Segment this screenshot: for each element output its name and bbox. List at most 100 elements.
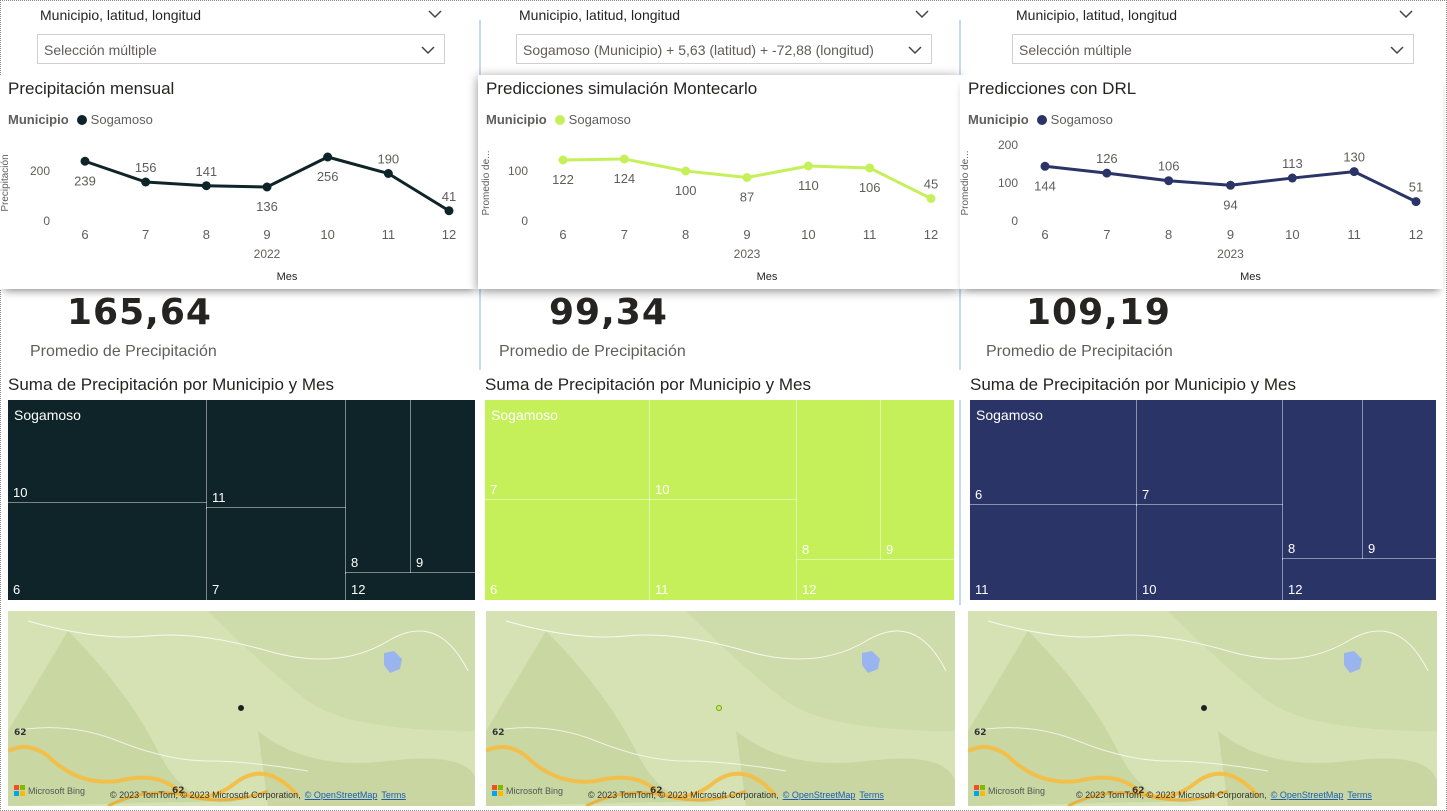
treemap-tile-label: 9 (886, 542, 894, 557)
treemap-group-label: Sogamoso (14, 407, 81, 423)
treemap-tile[interactable]: 6 (7, 502, 208, 601)
treemap-visual[interactable]: 10 6 11 7 8 9 12 Sogamoso (7, 399, 476, 601)
treemap-tile[interactable]: 11 (206, 399, 347, 509)
filter-collapse-button[interactable] (427, 6, 443, 22)
x-tick-label: 10 (320, 227, 334, 242)
x-tick-label: 9 (1227, 227, 1234, 242)
data-point[interactable] (1411, 197, 1421, 207)
data-point[interactable] (262, 182, 272, 192)
filter-field-label[interactable]: Municipio, latitud, longitud (40, 7, 202, 23)
data-point[interactable] (558, 155, 568, 165)
terms-link[interactable]: Terms (859, 790, 884, 800)
treemap-tile[interactable]: 8 (345, 399, 412, 574)
filter-collapse-button[interactable] (914, 6, 930, 22)
treemap-visual[interactable]: 7 6 10 11 8 9 12 Sogamoso (484, 399, 955, 601)
x-axis-label: Mes (1240, 271, 1261, 283)
attribution-text: © 2023 TomTom, © 2023 Microsoft Corporat… (588, 790, 779, 800)
chart-title: Precipitación mensual (8, 79, 175, 98)
data-point[interactable] (1102, 168, 1112, 178)
dropdown-toggle[interactable] (1389, 42, 1405, 58)
slicer-dropdown[interactable]: Selección múltiple (37, 34, 445, 64)
treemap-tile[interactable]: 7 (1136, 399, 1284, 506)
data-point[interactable] (444, 206, 454, 216)
data-point[interactable] (80, 156, 90, 166)
openstreetmap-link[interactable]: © OpenStreetMap (1270, 790, 1344, 800)
line-chart-plot: 0 100 200 Promedio de... 144 6 126 7 106 8 94 9 113 1… (960, 138, 1423, 283)
treemap-tile[interactable]: 6 (484, 499, 651, 601)
x-tick-label: 9 (743, 227, 750, 242)
kpi-card-value: 109,19 (1026, 292, 1171, 333)
treemap-tile[interactable]: 12 (345, 572, 476, 601)
microsoft-logo-icon (14, 785, 25, 796)
treemap-tile[interactable]: 10 (649, 399, 798, 501)
treemap-tile[interactable]: 10 (1136, 504, 1284, 601)
terms-link[interactable]: Terms (381, 790, 406, 800)
data-point[interactable] (803, 161, 813, 171)
data-point[interactable] (1287, 173, 1297, 183)
dropdown-toggle[interactable] (420, 42, 436, 58)
treemap-tile[interactable]: 7 (206, 507, 347, 601)
data-point[interactable] (1164, 176, 1174, 186)
legend-series-name[interactable]: Sogamoso (1050, 112, 1113, 127)
data-point[interactable] (619, 154, 629, 164)
treemap-tile[interactable]: 11 (649, 499, 798, 601)
kpi-card-value: 99,34 (549, 292, 668, 333)
openstreetmap-link[interactable]: © OpenStreetMap (782, 790, 856, 800)
treemap-tile[interactable]: 10 (7, 399, 208, 504)
openstreetmap-link[interactable]: © OpenStreetMap (304, 790, 378, 800)
line-chart-visual[interactable] (0, 75, 478, 289)
map-location-pin[interactable] (238, 705, 244, 711)
data-point[interactable] (926, 194, 936, 203)
road-shield-label: 62 (14, 728, 27, 738)
data-point[interactable] (141, 177, 151, 187)
treemap-tile[interactable]: 9 (410, 399, 476, 574)
map-visual[interactable]: 62 62 Microsoft Bing © 2023 TomTom, © 2023 … (486, 611, 955, 806)
legend-marker-icon (554, 114, 565, 125)
microsoft-logo-icon (492, 785, 503, 796)
data-point[interactable] (681, 166, 691, 176)
map-location-pin[interactable] (716, 705, 722, 711)
x-tick-label: 11 (1347, 227, 1361, 242)
slicer-dropdown[interactable]: Selección múltiple (1012, 34, 1414, 64)
treemap-tile[interactable]: 9 (1362, 399, 1437, 560)
filter-collapse-button[interactable] (1398, 6, 1414, 22)
treemap-tile[interactable]: 9 (880, 399, 955, 561)
map-visual[interactable]: 62 62 Microsoft Bing © 2023 TomTom, © 2023 … (8, 611, 475, 806)
data-point[interactable] (323, 152, 333, 162)
y-tick-label: 200 (30, 164, 50, 178)
data-point[interactable] (865, 163, 875, 173)
data-point[interactable] (1226, 180, 1235, 190)
data-point[interactable] (1040, 161, 1050, 171)
data-point[interactable] (742, 173, 752, 182)
filter-field-label[interactable]: Municipio, latitud, longitud (1016, 7, 1178, 23)
filter-field-label[interactable]: Municipio, latitud, longitud (519, 7, 681, 23)
data-point[interactable] (1349, 167, 1359, 177)
treemap-tile[interactable]: 11 (969, 504, 1138, 601)
data-label: 51 (1409, 180, 1423, 195)
terms-link[interactable]: Terms (1347, 790, 1372, 800)
treemap-tile[interactable]: 6 (969, 399, 1138, 506)
map-visual[interactable]: 62 62 Microsoft Bing © 2023 TomTom, © 2023 … (968, 611, 1437, 806)
treemap-tile-label: 12 (351, 582, 366, 597)
map-location-pin[interactable] (1201, 705, 1207, 711)
data-point[interactable] (383, 169, 393, 178)
legend-series-name[interactable]: Sogamoso (90, 112, 153, 127)
treemap-visual[interactable]: 6 11 7 10 8 9 12 Sogamoso (969, 399, 1437, 601)
bing-logo-text: Microsoft Bing (28, 785, 86, 796)
treemap-tile-label: 8 (802, 542, 810, 557)
legend-series-name[interactable]: Sogamoso (568, 112, 631, 127)
slicer-dropdown[interactable]: Sogamoso (Municipio) + 5,63 (latitud) + … (516, 34, 932, 64)
kpi-card-label: Promedio de Precipitación (986, 343, 1173, 360)
x-tick-label: 9 (263, 227, 270, 242)
treemap-tile[interactable]: 8 (796, 399, 882, 561)
data-point[interactable] (201, 181, 211, 191)
treemap-tile[interactable]: 8 (1282, 399, 1364, 560)
treemap-tile[interactable]: 7 (484, 399, 651, 501)
y-tick-label: 0 (521, 214, 528, 228)
treemap-tile[interactable]: 12 (796, 559, 955, 601)
dropdown-toggle[interactable] (907, 42, 923, 58)
x-tick-label: 12 (924, 227, 938, 242)
road-shield-label: 62 (650, 786, 663, 796)
line-chart-visual[interactable] (478, 75, 960, 289)
treemap-tile[interactable]: 12 (1282, 558, 1437, 601)
